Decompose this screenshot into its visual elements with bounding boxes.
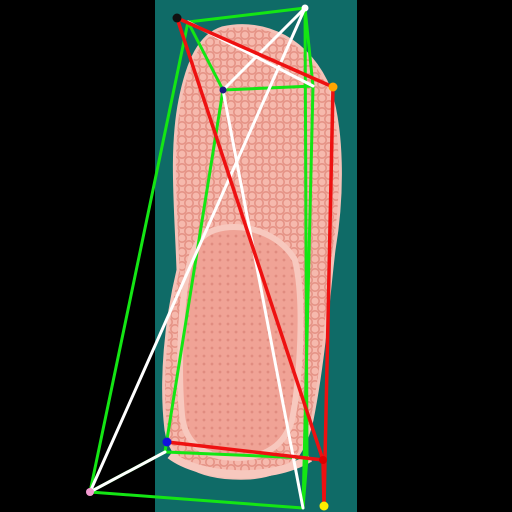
keypoint-red — [319, 456, 327, 464]
keypoint-navy — [219, 86, 227, 94]
green-edges — [88, 6, 315, 510]
keypoint-orange — [328, 82, 338, 92]
keypoint-pink — [86, 488, 94, 496]
pink-shoe — [162, 24, 342, 480]
keypoint-black — [172, 13, 182, 23]
white-edges — [88, 6, 315, 510]
keypoint-yellow — [319, 501, 329, 511]
keypoint-white — [301, 4, 309, 12]
keypoints — [86, 4, 338, 511]
keypoint-blue — [162, 437, 172, 447]
red-edges — [165, 16, 335, 508]
